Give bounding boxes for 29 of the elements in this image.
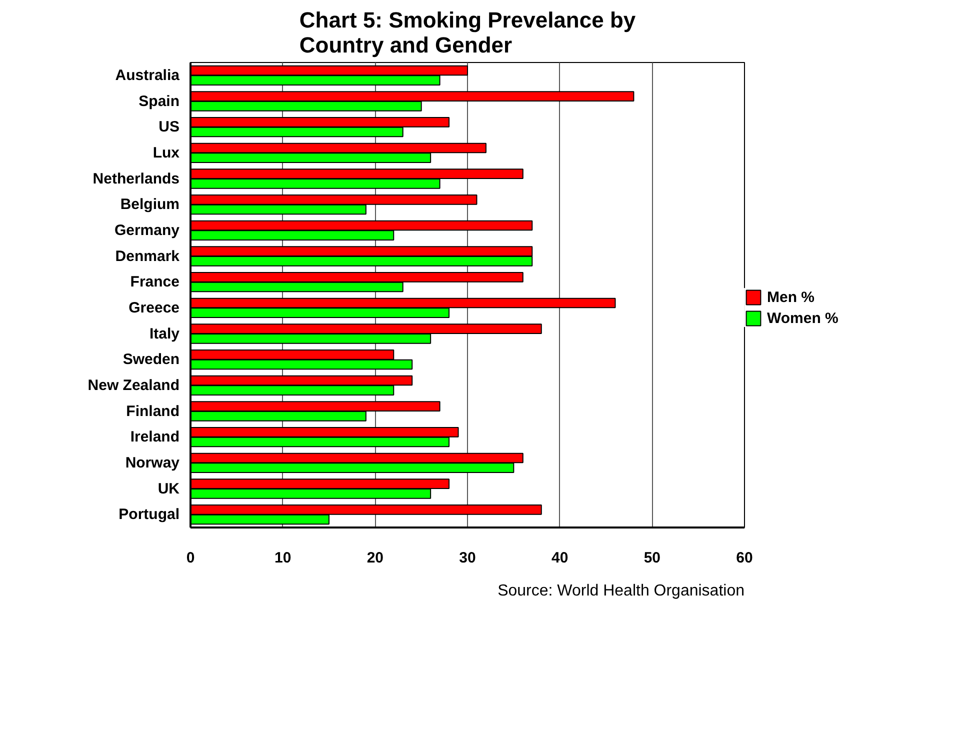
y-tick-label: Netherlands: [92, 170, 180, 188]
y-tick-label: Sweden: [122, 351, 180, 368]
y-tick-label: Australia: [115, 66, 180, 84]
chart-title: Chart 5: Smoking Prevelance by Country and Gender: [299, 8, 636, 58]
y-tick-label: Italy: [149, 325, 180, 342]
y-tick-label: Denmark: [115, 248, 180, 265]
x-tick-label: 50: [644, 550, 661, 566]
y-tick-label: Ireland: [130, 428, 180, 446]
y-tick-label: Portugal: [118, 506, 180, 524]
y-tick-label: New Zealand: [88, 376, 180, 394]
y-tick-label: Belgium: [120, 196, 180, 214]
x-tick-label: 30: [459, 550, 476, 566]
y-tick-label: Spain: [138, 92, 180, 110]
y-tick-label: US: [158, 118, 180, 136]
x-tick-label: 40: [551, 550, 568, 566]
y-tick-label: UK: [158, 480, 180, 498]
x-tick-label: 10: [274, 550, 292, 566]
x-tick-label: 20: [366, 550, 384, 566]
y-tick-label: Norway: [125, 454, 180, 472]
x-tick-label: 60: [736, 550, 753, 566]
x-tick-label: 0: [186, 550, 195, 566]
y-tick-label: Finland: [126, 402, 180, 420]
legend-label: Women %: [767, 310, 838, 326]
y-tick-label: Lux: [152, 144, 180, 162]
legend-label: Men %: [767, 288, 815, 306]
y-tick-label: Greece: [128, 299, 180, 316]
source-note: Source: World Health Organisation: [498, 582, 744, 600]
y-tick-label: France: [130, 274, 180, 291]
y-tick-label: Germany: [114, 222, 180, 239]
